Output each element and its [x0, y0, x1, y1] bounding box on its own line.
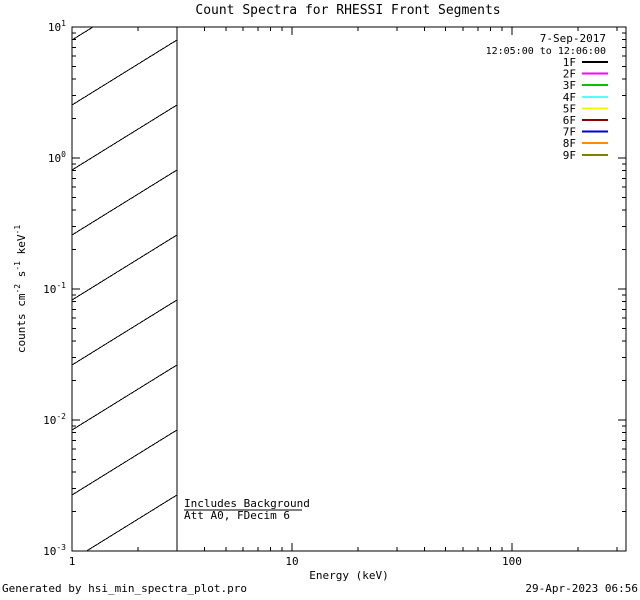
legend-entry-label: 9F [563, 149, 576, 162]
annotation-includes-background: Includes Background [184, 497, 310, 510]
y-tick-label: 10-2 [43, 412, 66, 427]
hatch-line [72, 27, 94, 41]
y-axis-label-text: counts cm-2 s-1 keV-1 [13, 225, 28, 353]
legend-entry-label: 3F [563, 79, 576, 92]
axis-ticks [71, 26, 626, 552]
legend-entry-label: 6F [563, 114, 576, 127]
plot-frame-box [71, 26, 627, 552]
legend-entry-label: 1F [563, 56, 576, 69]
hatch-line [72, 234, 177, 301]
y-tick-label: 101 [48, 19, 66, 34]
hatch-line [85, 494, 177, 551]
hatch-line [72, 39, 177, 106]
legend-entry-label: 5F [563, 102, 576, 115]
legend-date: 7-Sep-2017 [540, 32, 606, 45]
y-tick-label: 10-3 [43, 543, 66, 558]
hatched-region [72, 27, 177, 551]
y-tick-label: 100 [48, 150, 66, 165]
x-tick-label: 10 [285, 555, 298, 568]
hatch-line [72, 299, 177, 366]
legend-entry-label: 2F [563, 68, 576, 81]
footer-generated-by: Generated by hsi_min_spectra_plot.pro [2, 582, 247, 595]
y-axis-label: counts cm-2 s-1 keV-1 [13, 225, 28, 353]
plot-frame [71, 26, 627, 552]
hatch-line [72, 104, 177, 171]
x-tick-label: 1 [69, 555, 76, 568]
legend-timerange: 12:05:00 to 12:06:00 [486, 46, 606, 57]
chart-title: Count Spectra for RHESSI Front Segments [195, 3, 500, 18]
axis-tick-labels: 1 10 100 101 100 10-1 10-2 10-3 [43, 19, 522, 568]
legend-entry-label: 7F [563, 126, 576, 139]
footer-datetime: 29-Apr-2023 06:56 [525, 582, 638, 595]
hatch-line [72, 429, 177, 496]
hatch-line [72, 364, 177, 431]
legend-entry-label: 8F [563, 137, 576, 150]
y-tick-label: 10-1 [43, 281, 66, 296]
annotation-attenuator: Att A0, FDecim 6 [184, 509, 290, 522]
x-axis-label: Energy (keV) [309, 569, 388, 582]
x-tick-label: 100 [502, 555, 522, 568]
hatch-line [72, 169, 177, 236]
legend-entry-label: 4F [563, 91, 576, 104]
